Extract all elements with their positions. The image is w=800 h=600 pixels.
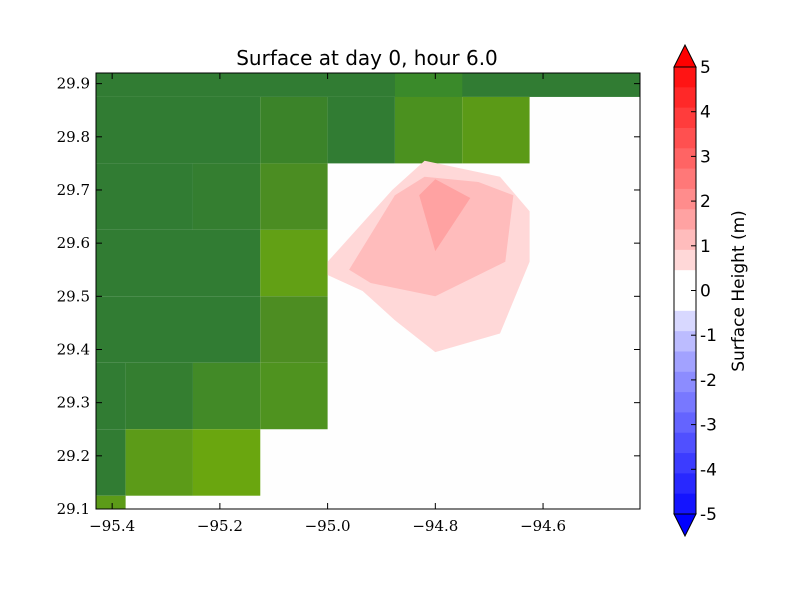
colorbar-band [674, 351, 696, 373]
colorbar-band [674, 67, 696, 88]
colorbar-band [674, 209, 696, 231]
x-tick-label: −95.0 [305, 517, 351, 535]
colorbar-tick-label: 4 [700, 103, 711, 123]
colorbar-tick-label: -1 [700, 326, 717, 346]
land-cell [260, 362, 328, 430]
colorbar-label: Surface Height (m) [729, 210, 749, 372]
colorbar-band [674, 310, 696, 332]
colorbar-band [674, 453, 696, 474]
land-cell [96, 362, 126, 430]
colorbar-tick-label: 3 [700, 147, 711, 167]
colorbar-under-arrow [673, 513, 697, 538]
x-tick-label: −95.4 [89, 517, 135, 535]
y-tick-label: 29.7 [57, 181, 90, 199]
colorbar-tick-label: 0 [700, 282, 711, 302]
surface-contour-1-1.5 [419, 179, 471, 252]
land-cell [394, 96, 463, 164]
land-cell [125, 362, 193, 430]
land-cell [96, 163, 193, 230]
colorbar-band [674, 168, 696, 190]
land-cell [260, 163, 328, 230]
land-cell [192, 163, 261, 230]
colorbar-band [674, 392, 696, 413]
colorbar-band [674, 412, 696, 434]
colorbar: 5 4 3 2 1 0 -1 -2 -3 -4 -5 [673, 43, 717, 538]
colorbar-over-arrow [673, 43, 697, 68]
land-cell [260, 296, 328, 363]
colorbar-band [674, 371, 696, 393]
colorbar-tick-label: -5 [700, 505, 717, 525]
colorbar-tick-label: -4 [700, 460, 717, 480]
chart-title: Surface at day 0, hour 6.0 [236, 46, 498, 70]
land-cell [96, 96, 261, 164]
y-tick-label: 29.6 [57, 234, 90, 252]
colorbar-band [674, 270, 696, 291]
colorbar-tick-label: 2 [700, 192, 711, 212]
y-axis: 29.1 29.2 29.3 29.4 29.5 29.6 29.7 29.8 29.9 [57, 75, 640, 518]
colorbar-band [674, 229, 696, 251]
y-tick-label: 29.8 [57, 128, 90, 146]
colorbar-band [674, 127, 696, 149]
land-cell [96, 229, 261, 297]
colorbar-band [674, 188, 696, 210]
colorbar-tick-label: -2 [700, 371, 717, 391]
plot-frame [95, 72, 641, 510]
x-tick-label: −94.6 [520, 517, 566, 535]
x-tick-label: −94.8 [412, 517, 458, 535]
x-axis: −95.4 −95.2 −95.0 −94.8 −94.6 [89, 73, 566, 535]
land-cells [96, 73, 640, 509]
land-cell [462, 96, 530, 164]
plot-area [95, 72, 641, 510]
y-tick-label: 29.1 [57, 500, 90, 518]
y-tick-label: 29.3 [57, 394, 90, 412]
y-tick-label: 29.4 [57, 340, 90, 358]
y-tick-label: 29.2 [57, 447, 90, 465]
land-cell [96, 73, 640, 97]
y-tick-label: 29.9 [57, 75, 90, 93]
colorbar-band [674, 148, 696, 170]
colorbar-band [674, 493, 696, 515]
colorbar-band [674, 107, 696, 129]
land-cell [192, 362, 261, 430]
colorbar-band [674, 87, 696, 109]
colorbar-band [674, 331, 696, 352]
land-cell [96, 429, 126, 496]
land-cell [192, 429, 261, 496]
surface-contours [327, 160, 530, 353]
land-cell [260, 96, 328, 164]
colorbar-tick-label: 1 [700, 237, 711, 257]
colorbar-tick-label: 5 [700, 58, 711, 78]
y-tick-label: 29.5 [57, 287, 90, 305]
colorbar-band [674, 249, 696, 271]
land-cell [394, 73, 463, 97]
colorbar-band [674, 432, 696, 454]
land-cell [260, 229, 328, 297]
colorbar-tick-label: -3 [700, 416, 717, 436]
land-cell [327, 96, 395, 164]
land-cell [96, 495, 126, 509]
colorbar-band [674, 290, 696, 312]
x-tick-label: −95.2 [197, 517, 243, 535]
colorbar-band [674, 473, 696, 495]
land-cell [125, 429, 193, 496]
land-cell [96, 296, 261, 363]
